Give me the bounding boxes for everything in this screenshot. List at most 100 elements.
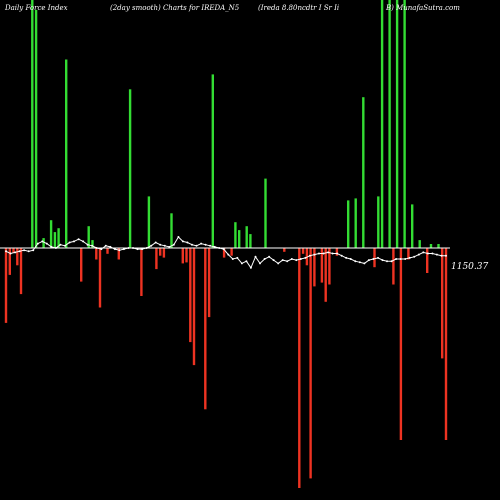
positive-bar xyxy=(418,240,421,248)
smooth-line-point xyxy=(245,260,248,263)
smooth-line-point xyxy=(281,259,284,262)
smooth-line-point xyxy=(122,248,125,251)
positive-bar xyxy=(437,244,440,248)
positive-bar xyxy=(147,196,151,248)
negative-bar xyxy=(155,248,158,270)
smooth-line-point xyxy=(386,260,388,263)
chart-title-left: Daily Force Index xyxy=(5,4,68,12)
smooth-line-point xyxy=(82,240,85,243)
negative-bar xyxy=(189,248,192,343)
positive-bar xyxy=(380,0,384,248)
smooth-line-point xyxy=(113,248,116,251)
smooth-line-point xyxy=(340,254,343,257)
negative-bar xyxy=(320,248,324,283)
smooth-line-point xyxy=(381,259,384,262)
smooth-line-point xyxy=(32,249,35,252)
positive-bar xyxy=(354,198,357,248)
negative-bar xyxy=(444,248,448,440)
smooth-line-point xyxy=(191,243,193,246)
smooth-line-point xyxy=(399,258,402,260)
smooth-line-point xyxy=(263,258,266,260)
smooth-line-point xyxy=(118,249,121,252)
positive-bar xyxy=(91,240,94,248)
negative-bar xyxy=(392,248,395,285)
negative-bar xyxy=(4,248,8,323)
chart-title-mid: (2day smooth) Charts for IREDA_N5 xyxy=(110,4,240,12)
positive-bar xyxy=(234,222,237,248)
smooth-line-point xyxy=(163,244,166,247)
positive-bar xyxy=(49,220,53,248)
smooth-line-point xyxy=(313,253,316,256)
positive-bar xyxy=(128,89,132,248)
negative-bar xyxy=(162,248,166,258)
chart-title-right-b: B) MunafaSutra.com xyxy=(386,4,460,12)
positive-bar xyxy=(411,204,414,248)
positive-bar xyxy=(211,74,214,249)
smooth-line xyxy=(5,236,446,269)
smooth-line-point xyxy=(14,251,17,254)
smooth-line-point xyxy=(100,248,103,251)
smooth-line-point xyxy=(390,260,393,263)
smooth-line-point xyxy=(349,258,352,260)
smooth-line-point xyxy=(272,259,275,262)
smooth-line-point xyxy=(54,247,57,249)
negative-bar xyxy=(441,248,444,359)
smooth-line-point xyxy=(408,256,411,259)
smooth-line-point xyxy=(222,248,225,251)
smooth-line-point xyxy=(377,256,379,259)
smooth-line-point xyxy=(91,244,94,247)
smooth-line-point xyxy=(435,253,438,256)
negative-bar xyxy=(19,248,23,295)
negative-bar xyxy=(373,248,376,268)
bars-group xyxy=(4,0,448,488)
smooth-line-point xyxy=(136,248,139,251)
negative-bar xyxy=(117,248,120,260)
negative-bar xyxy=(230,248,233,256)
smooth-line-point xyxy=(213,245,216,248)
smooth-line-point xyxy=(240,262,243,265)
positive-bar xyxy=(347,200,350,248)
negative-bar xyxy=(159,248,162,256)
positive-bar xyxy=(245,226,248,248)
smooth-line-point xyxy=(9,252,12,255)
negative-bar xyxy=(8,248,11,275)
smooth-line-point xyxy=(195,244,198,247)
smooth-line-point xyxy=(68,241,71,244)
negative-bar xyxy=(313,248,316,287)
positive-bar xyxy=(57,228,60,248)
negative-bar xyxy=(95,248,98,260)
positive-bar xyxy=(264,178,267,248)
smooth-line-point xyxy=(318,252,320,255)
smooth-line-point xyxy=(404,258,407,260)
positive-bar xyxy=(238,230,241,248)
negative-bar xyxy=(185,248,188,263)
positive-bar xyxy=(429,244,433,248)
smooth-line-point xyxy=(154,241,157,244)
positive-bar xyxy=(65,59,68,248)
smooth-line-point xyxy=(395,258,398,260)
positive-bar xyxy=(388,0,391,248)
negative-bar xyxy=(309,248,312,479)
smooth-line-point xyxy=(277,262,280,265)
smooth-line-point xyxy=(327,251,330,254)
smooth-line-point xyxy=(336,252,339,255)
negative-bar xyxy=(298,248,301,488)
smooth-line-point xyxy=(86,243,89,246)
last-value-label: 1150.37 xyxy=(451,262,489,272)
smooth-line-point xyxy=(150,244,153,247)
positive-bar xyxy=(403,0,406,248)
positive-bar xyxy=(42,238,45,248)
smooth-line-point xyxy=(308,254,311,257)
smooth-line-point xyxy=(304,256,307,259)
smooth-line-point xyxy=(445,254,447,257)
smooth-line-point xyxy=(236,256,239,259)
smooth-line-point xyxy=(358,261,361,264)
negative-bar xyxy=(207,248,211,318)
smooth-line-point xyxy=(331,252,334,255)
smooth-line-point xyxy=(322,252,325,255)
smooth-line-point xyxy=(254,255,257,258)
positive-bar xyxy=(31,0,34,248)
negative-bar xyxy=(301,248,305,254)
smooth-line-point xyxy=(417,253,420,256)
